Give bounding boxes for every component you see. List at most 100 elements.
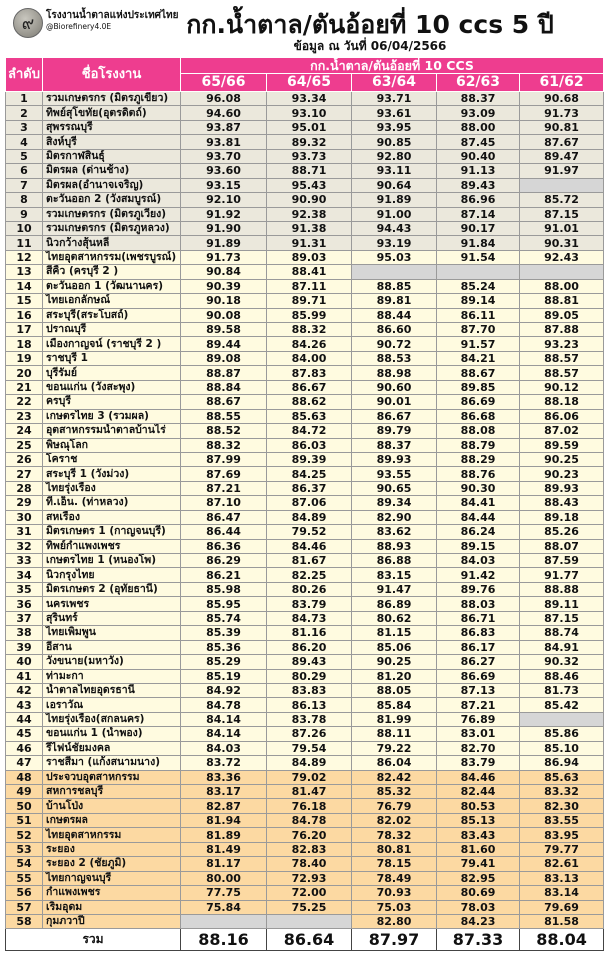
table-row: 2 ทิพย์สุโขทัย(อุตรดิตถ์) 94.60 93.10 93.61 9… [5,105,605,121]
factory-name-cell: มิตรผล(อำนาจเจริญ) [42,177,181,194]
value-cell: 88.84 [180,379,267,396]
value-cell: 89.43 [266,654,352,670]
value-cell: 86.68 [436,408,520,425]
value-cell: 93.61 [351,105,437,121]
value-cell: 83.17 [180,783,267,800]
value-cell: 86.04 [351,755,437,771]
value-cell: 88.46 [518,668,605,684]
factory-name-cell: เกษตรไทย 3 (รวมผล) [42,408,181,425]
value-cell: 86.20 [266,639,352,656]
value-cell: 88.07 [518,538,605,555]
factory-name-cell: ปราณบุรี [42,321,181,338]
factory-name-cell: โคราช [42,451,181,468]
value-cell: 88.29 [436,451,520,468]
value-cell: 89.32 [266,134,352,150]
value-cell: 88.53 [351,350,437,367]
value-cell: 82.90 [351,509,437,526]
value-cell: 84.41 [436,495,520,511]
factory-name-cell: ราชบุรี 1 [42,350,181,367]
value-cell: 81.16 [266,625,352,641]
value-cell: 88.62 [266,394,352,410]
factory-name-cell: ไทยเอกลักษณ์ [42,293,181,309]
rank-cell: 43 [5,697,43,713]
rank-cell: 25 [5,437,43,453]
value-cell: 89.11 [518,596,605,612]
value-cell: 91.31 [266,235,352,251]
value-cell: 86.96 [436,192,520,208]
value-cell: 93.95 [351,119,437,136]
value-cell: 89.43 [436,177,520,194]
value-cell: 77.75 [180,885,267,901]
table-row: 6 มิตรผล (ด่านช้าง) 93.60 88.71 93.11 91.13 91… [5,163,605,179]
factory-name-cell: เมืองกาญจน์ (ราชบุรี 2 ) [42,336,181,352]
value-cell: 87.59 [518,552,605,569]
value-cell: 91.89 [180,235,267,251]
value-cell: 88.93 [351,538,437,555]
value-cell: 86.88 [351,552,437,569]
rank-cell: 18 [5,336,43,352]
value-cell: 91.38 [266,220,352,237]
table-row: 33 เกษตรไทย 1 (หนองโพ) 86.29 81.67 86.88 84.0… [5,552,605,569]
rank-cell: 45 [5,726,43,742]
table-row: 26 โคราช 87.99 89.39 89.93 88.29 90.25 [5,451,605,468]
factory-name-cell: บ้านโป่ง [42,798,181,814]
value-cell: 85.06 [351,639,437,656]
table-row: 39 อีสาน 85.36 86.20 85.06 86.17 84.91 [5,639,605,656]
value-cell: 88.32 [180,437,267,453]
rank-cell: 24 [5,423,43,439]
value-cell: 85.42 [518,697,605,713]
rank-cell: 14 [5,278,43,295]
value-cell: 85.36 [180,639,267,656]
factory-name-cell: เกษตรผล [42,812,181,829]
value-cell: 84.46 [266,538,352,555]
value-cell: 88.00 [436,119,520,136]
value-cell: 80.69 [436,885,520,901]
table-row: 46 รีไฟน์ชัยมงคล 84.03 79.54 79.22 82.70 85.10 [5,740,605,757]
value-cell: 87.15 [518,206,605,222]
value-cell: 93.15 [180,177,267,194]
value-cell: 83.32 [518,783,605,800]
value-cell: 81.47 [266,783,352,800]
factory-name-cell: ครบุรี [42,394,181,410]
value-cell: 88.44 [351,307,437,324]
value-cell: 86.03 [266,437,352,453]
total-label: รวม [5,928,181,952]
value-cell: 89.58 [180,321,267,338]
value-cell: 84.23 [436,913,520,930]
value-cell: 86.37 [266,480,352,497]
value-cell: 81.94 [180,812,267,829]
value-cell: 90.23 [518,466,605,482]
value-cell: 81.58 [518,913,605,930]
factory-name-cell: มิตรเกษตร 1 (กาญจนบุรี) [42,524,181,540]
rank-cell: 49 [5,783,43,800]
value-cell: 86.29 [180,552,267,569]
table-row: 57 เริ่มอุดม 75.84 75.25 75.03 78.03 79.69 [5,899,605,915]
rank-cell: 31 [5,524,43,540]
value-cell: 85.74 [180,610,267,627]
rank-cell: 27 [5,466,43,482]
table-row: 32 ทิพย์กำแพงเพชร 86.36 84.46 88.93 89.15 88.0… [5,538,605,555]
value-cell: 88.67 [180,394,267,410]
value-cell: 90.17 [436,220,520,237]
value-cell: 86.71 [436,610,520,627]
rank-cell: 33 [5,552,43,569]
value-cell: 89.08 [180,350,267,367]
value-cell: 95.03 [351,249,437,266]
value-cell: 91.54 [436,249,520,266]
value-cell: 86.69 [436,668,520,684]
value-cell: 88.55 [180,408,267,425]
value-cell: 85.63 [518,769,605,786]
rank-cell: 28 [5,480,43,497]
factory-name-cell: ระยอง [42,841,181,858]
factory-name-cell: สิงห์บุรี [42,134,181,150]
value-cell: 89.93 [351,451,437,468]
value-cell: 79.41 [436,856,520,872]
logo-glyph: ๙ [21,13,35,34]
value-cell: 88.81 [518,293,605,309]
value-cell: 87.70 [436,321,520,338]
rank-cell: 23 [5,408,43,425]
table-row: 48 ประจวบอุตสาหกรรม 83.36 79.02 82.42 84.46 85… [5,769,605,786]
rank-cell: 16 [5,307,43,324]
value-cell: 92.10 [180,192,267,208]
table-row: 18 เมืองกาญจน์ (ราชบุรี 2 ) 89.44 84.26 90.7… [5,336,605,352]
